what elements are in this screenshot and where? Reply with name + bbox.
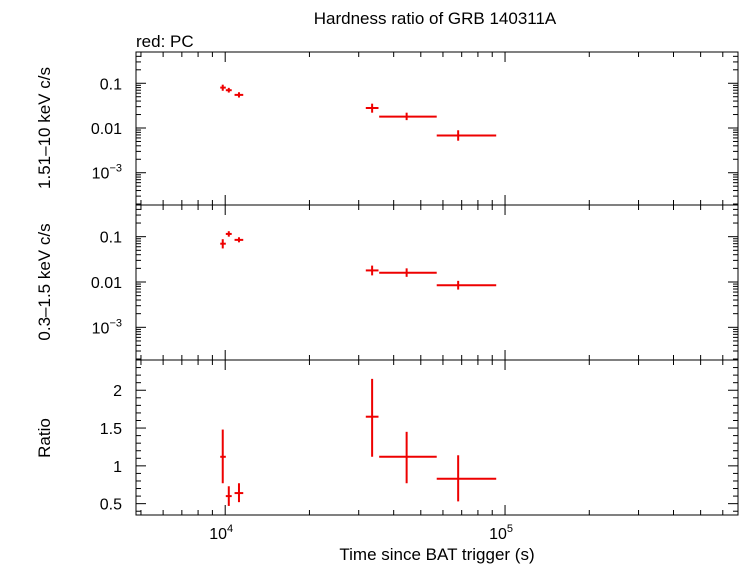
panel-hard: 0.1 0.01 10−3 1.51–10 keV c/s (35, 51, 739, 206)
data-point (436, 455, 497, 502)
data-point (365, 103, 379, 113)
data-point (220, 239, 226, 249)
y-tick-label: 0.1 (100, 230, 122, 247)
x-axis-label: Time since BAT trigger (s) (339, 545, 534, 564)
chart-subtitle: red: PC (136, 32, 194, 51)
data-point (365, 265, 379, 276)
y-tick-label: 2 (113, 383, 122, 400)
y-tick-label: 0.01 (91, 275, 122, 292)
panel-frame (135, 359, 739, 516)
data-point (379, 431, 437, 484)
panel-frame (135, 51, 739, 206)
data-point (436, 280, 497, 290)
panel-frame (135, 204, 739, 361)
x-tick-label: 104 (209, 523, 233, 543)
data-point (225, 486, 232, 506)
y-tick-label: 10−3 (92, 317, 122, 337)
data-point (365, 378, 379, 457)
y-axis-label: 0.3–1.5 keV c/s (35, 223, 54, 340)
y-tick-label: 1 (113, 459, 122, 476)
y-tick-label: 1.5 (100, 421, 122, 438)
chart-title: Hardness ratio of GRB 140311A (314, 9, 557, 28)
data-point (379, 112, 437, 121)
y-tick-label: 0.01 (91, 121, 122, 138)
data-point (234, 92, 244, 98)
panel-soft: 0.1 0.01 10−3 0.3–1.5 keV c/s (35, 204, 739, 361)
y-tick-label: 0.5 (100, 497, 122, 514)
data-point (379, 268, 437, 277)
chart-panels: 0.1 0.01 10−3 1.51–10 keV c/s 0.1 0.01 10−3 0.3… (35, 51, 739, 543)
data-point (225, 87, 232, 93)
data-point (436, 130, 497, 141)
y-tick-label: 0.1 (100, 76, 122, 93)
y-axis-label: Ratio (35, 418, 54, 458)
data-point (220, 84, 226, 91)
data-point (234, 483, 244, 503)
data-point (225, 231, 232, 237)
x-tick-label: 105 (489, 523, 513, 543)
y-tick-label: 10−3 (92, 163, 122, 183)
data-point (220, 429, 226, 484)
data-point (234, 237, 244, 243)
panel-ratio: 0.5 1 1.5 2 Ratio (35, 359, 739, 516)
y-axis-label: 1.51–10 keV c/s (35, 67, 54, 189)
